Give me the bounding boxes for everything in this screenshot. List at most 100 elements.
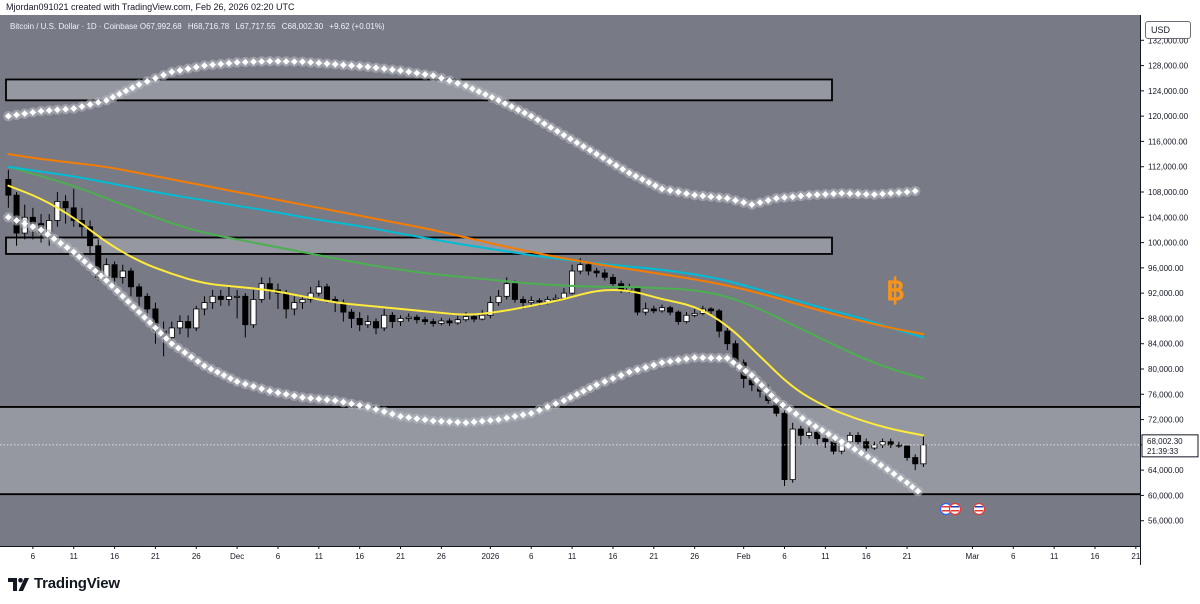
candle <box>176 315 183 335</box>
band-dot <box>454 79 462 87</box>
candle <box>487 296 494 319</box>
band-dot <box>339 61 347 69</box>
candle <box>201 296 208 316</box>
price-tick-label: 56,000.00 <box>1148 517 1184 526</box>
band-dot <box>70 105 78 112</box>
candle-body <box>242 295 249 326</box>
band-dot <box>29 108 37 116</box>
band-dot <box>364 403 372 411</box>
candle <box>381 308 388 332</box>
band-dot <box>838 189 846 197</box>
time-tick-label: 26 <box>437 552 446 561</box>
band-dot <box>683 190 690 197</box>
candle-body <box>373 321 380 329</box>
price-tick-label: 128,000.00 <box>1148 62 1189 71</box>
candle <box>209 289 216 309</box>
candle-body <box>119 270 126 278</box>
time-tick-label: 11 <box>568 552 577 561</box>
time-axis-background <box>0 546 1140 565</box>
band-dot <box>772 194 780 202</box>
band-dot <box>895 189 903 197</box>
candle-body <box>364 321 371 326</box>
candle-body <box>258 283 265 300</box>
candle <box>912 454 919 471</box>
candle-body <box>593 270 600 274</box>
price-tick-label: 116,000.00 <box>1148 137 1188 146</box>
zones-layer <box>0 78 1140 496</box>
band-dot <box>854 190 862 198</box>
us-flag-icon[interactable] <box>972 502 986 516</box>
candle-body <box>405 316 412 319</box>
candle <box>127 267 134 297</box>
candle <box>119 264 126 284</box>
band-dot <box>857 449 865 457</box>
band-dot <box>764 197 772 204</box>
time-tick-label: 11 <box>70 552 79 561</box>
candle-body <box>806 431 813 436</box>
time-tick-label: 21 <box>649 552 658 561</box>
candle-body <box>830 441 837 452</box>
tradingview-brand[interactable]: TradingView <box>34 575 120 592</box>
currency-button[interactable]: USD <box>1145 21 1191 39</box>
candle-body <box>250 299 257 326</box>
moving-average-line <box>7 153 925 336</box>
candle-body <box>70 207 77 221</box>
open-value: O67,992.68 <box>139 22 182 31</box>
candle <box>797 425 804 445</box>
candle <box>724 327 731 351</box>
band-dot <box>429 72 437 80</box>
price-chart[interactable]: 56,000.0060,000.0064,000.0068,000.0072,0… <box>0 15 1200 565</box>
candle <box>781 410 788 486</box>
band-dot <box>174 344 182 352</box>
resistance-zone <box>5 236 833 255</box>
band-dot <box>846 190 854 197</box>
band-dot <box>372 405 380 413</box>
band-dot <box>821 190 829 198</box>
candle-body <box>438 320 445 324</box>
change-value: +9.62 (+0.01%) <box>329 22 385 31</box>
candle-body <box>814 431 821 439</box>
price-axis[interactable]: 56,000.0060,000.0064,000.0068,000.0072,0… <box>1140 36 1189 526</box>
candle <box>242 293 249 338</box>
candle <box>87 220 94 256</box>
time-tick-label: 16 <box>355 552 364 561</box>
band-dot <box>323 396 331 404</box>
band-dot <box>135 81 143 88</box>
candle <box>185 315 192 338</box>
tradingview-logo-icon[interactable] <box>8 576 32 592</box>
time-tick-label: 16 <box>110 552 119 561</box>
price-tick-label: 88,000.00 <box>1148 314 1184 323</box>
price-tick-label: 124,000.00 <box>1148 87 1189 96</box>
candle <box>299 296 306 309</box>
band-dot <box>446 77 453 85</box>
band-dot <box>62 105 69 113</box>
chart-area[interactable]: 56,000.0060,000.0064,000.0068,000.0072,0… <box>0 15 1200 565</box>
candle-body <box>479 314 486 320</box>
candle <box>225 286 232 306</box>
band-dot <box>437 74 445 82</box>
event-flag-icons <box>939 502 986 516</box>
time-tick-label: 6 <box>529 552 534 561</box>
us-flag-icon[interactable] <box>948 502 962 516</box>
candle <box>438 317 445 326</box>
time-tick-label: 11 <box>821 552 830 561</box>
candle <box>291 296 298 316</box>
symbol-legend: Bitcoin / U.S. Dollar · 1D · Coinbase O6… <box>10 22 385 31</box>
last-price-box <box>1141 434 1199 458</box>
time-tick-label: Mar <box>966 552 980 561</box>
chart-attribution: Mjordan091021 created with TradingView.c… <box>6 2 295 12</box>
candle-body <box>266 283 273 291</box>
price-tick-label: 84,000.00 <box>1148 340 1184 349</box>
candle <box>658 304 665 313</box>
symbol-name[interactable]: Bitcoin / U.S. Dollar · 1D · Coinbase <box>10 22 138 31</box>
time-tick-label: 26 <box>690 552 699 561</box>
band-dot <box>241 380 249 388</box>
candle-body <box>487 302 494 316</box>
price-tick-label: 132,000.00 <box>1148 36 1189 45</box>
candle-body <box>234 295 241 298</box>
candle <box>250 289 257 328</box>
time-axis[interactable]: 6 11 16 21 26 Dec 6 11 16 21 26 2026 6 11 16 21 26 Feb 6 11… <box>31 546 1141 561</box>
candle-body <box>323 286 330 300</box>
candle <box>234 289 241 319</box>
band-dot <box>380 408 388 416</box>
